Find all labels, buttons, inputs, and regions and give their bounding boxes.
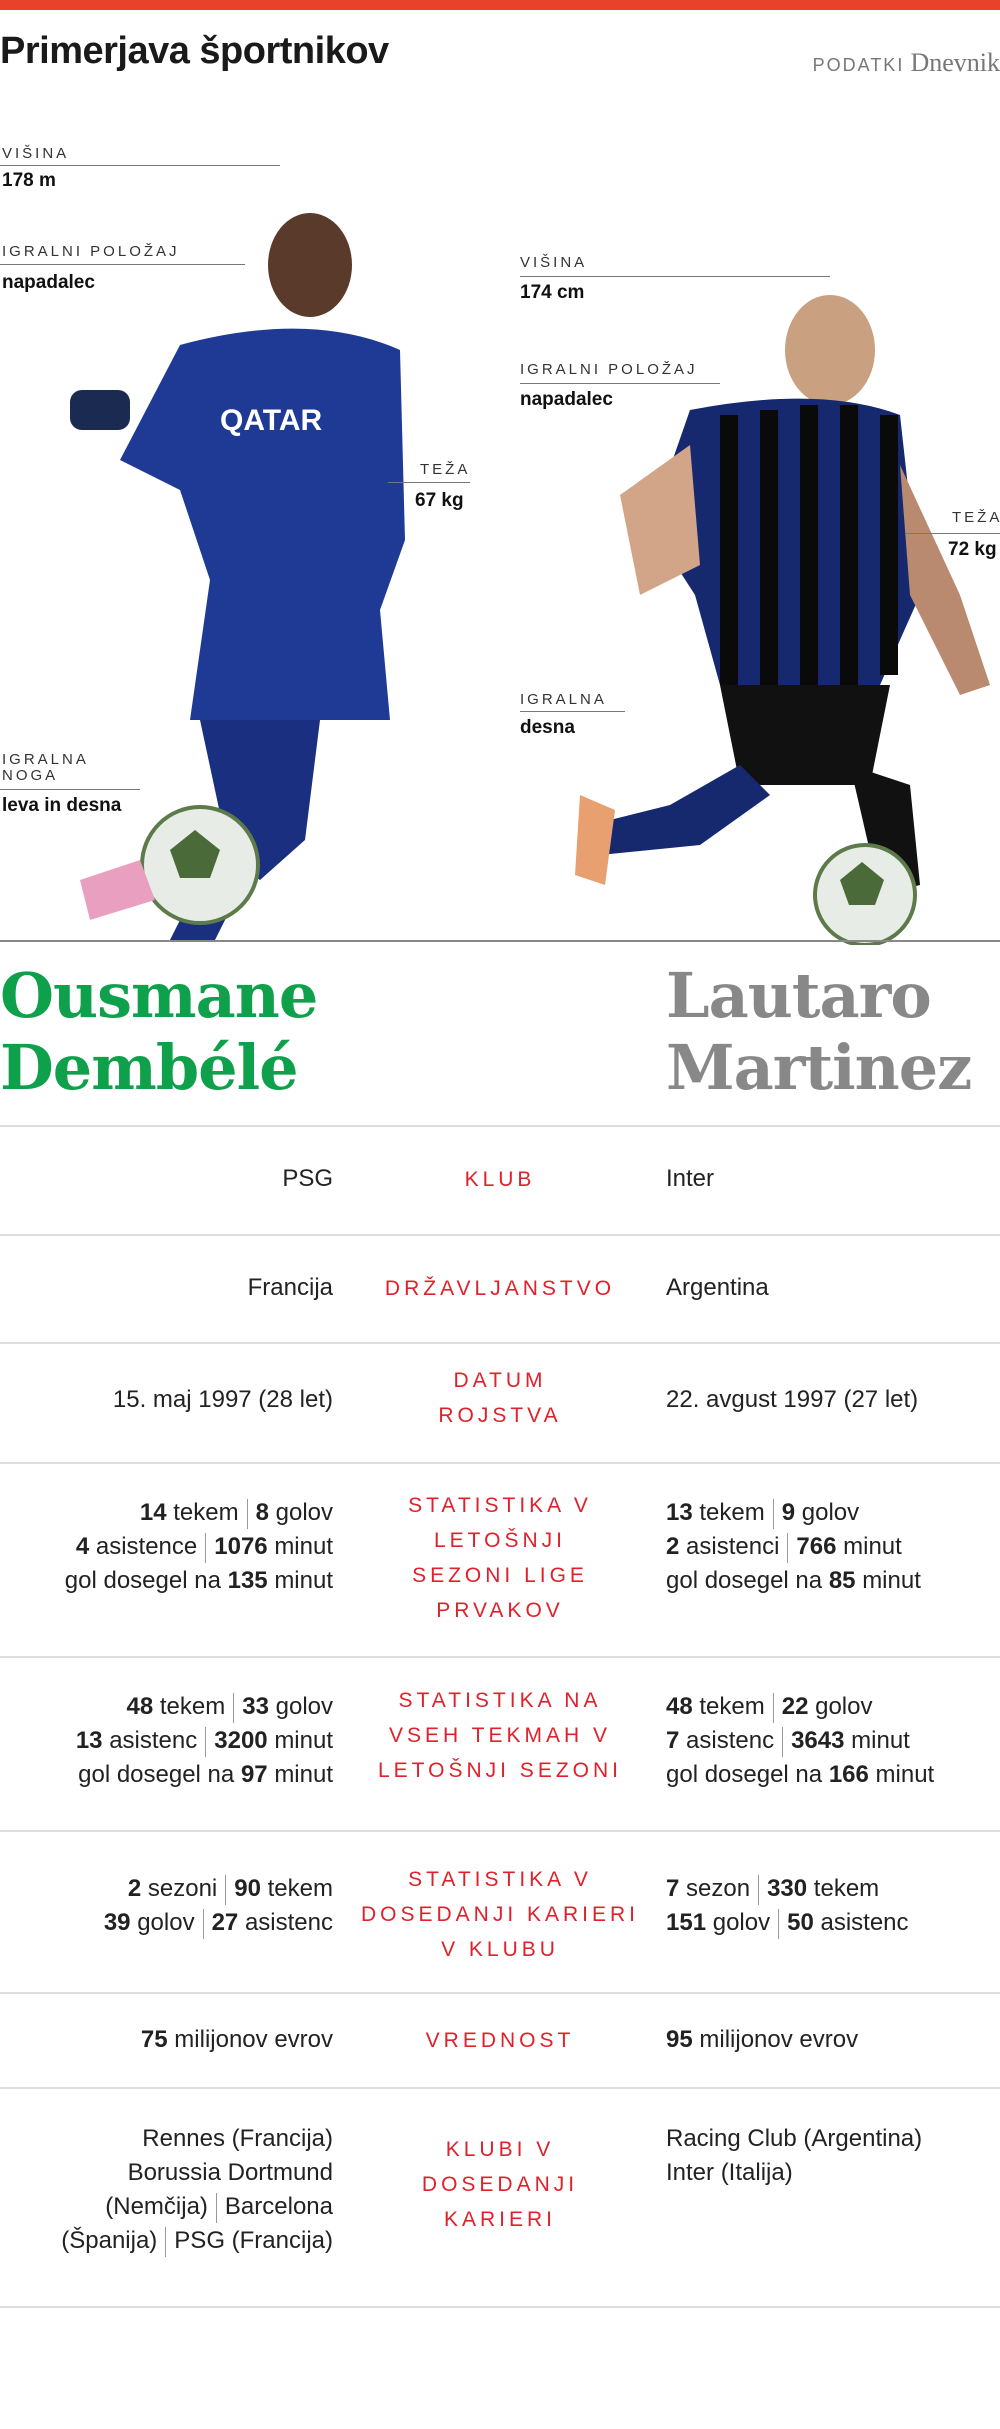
source-label: PODATKI bbox=[812, 55, 905, 75]
right-player-name: Lautaro Martinez bbox=[666, 959, 972, 1104]
left-position-label: IGRALNI POLOŽAJ bbox=[2, 243, 180, 260]
label-club: KLUB bbox=[464, 1168, 536, 1191]
right-weight-line bbox=[905, 533, 1000, 534]
left-height-label: VIŠINA bbox=[2, 145, 70, 162]
right-ucl-stats: 13 tekem 9 golov 2 asistenci 766 minut gol… bbox=[666, 1498, 921, 1594]
right-position-label: IGRALNI POLOŽAJ bbox=[520, 361, 698, 378]
left-first-name: Ousmane bbox=[0, 959, 318, 1032]
left-weight-label: TEŽA bbox=[420, 461, 471, 478]
left-player-photo: QATAR bbox=[70, 213, 405, 940]
right-club-career: 7 sezon 330 tekem 151 golov 50 asistenc bbox=[666, 1872, 1000, 1940]
source-credit: PODATKI Dnevnik bbox=[813, 48, 1000, 78]
right-foot-line bbox=[520, 711, 625, 712]
left-weight-value: 67 kg bbox=[415, 490, 464, 511]
right-height-value: 174 cm bbox=[520, 282, 585, 303]
right-position-value: napadalec bbox=[520, 389, 613, 410]
right-club: Inter bbox=[666, 1165, 715, 1192]
right-weight-label: TEŽA bbox=[952, 509, 1000, 526]
label-career-clubs: KLUBI V DOSEDANJI KARIERI bbox=[421, 2138, 579, 2231]
label-value: VREDNOST bbox=[425, 2029, 575, 2052]
label-nationality: DRŽAVLJANSTVO bbox=[384, 1277, 616, 1300]
left-birthdate: 15. maj 1997 (28 let) bbox=[112, 1386, 333, 1413]
right-last-name: Martinez bbox=[666, 1031, 972, 1104]
right-career-clubs: Racing Club (Argentina) Inter (Italija) bbox=[666, 2125, 923, 2186]
left-height-value: 178 m bbox=[2, 170, 56, 191]
right-height-line bbox=[520, 276, 830, 277]
right-nationality: Argentina bbox=[666, 1274, 769, 1301]
left-position-value: napadalec bbox=[2, 272, 95, 293]
left-nationality: Francija bbox=[247, 1274, 333, 1301]
row-divider bbox=[0, 1830, 1000, 1832]
left-player-name: Ousmane Dembélé bbox=[0, 959, 318, 1104]
row-divider bbox=[0, 1992, 1000, 1994]
left-last-name: Dembélé bbox=[0, 1031, 299, 1104]
right-first-name: Lautaro bbox=[666, 959, 932, 1032]
left-foot-value: leva in desna bbox=[2, 795, 122, 816]
label-ucl-stats: STATISTIKA V LETOŠNJI SEZONI LIGE PRVAKO… bbox=[408, 1494, 592, 1622]
right-height-label: VIŠINA bbox=[520, 254, 588, 271]
right-foot-value: desna bbox=[520, 717, 575, 738]
left-season-stats: 48 tekem 33 golov 13 asistenc 3200 minut g… bbox=[75, 1692, 333, 1788]
label-birthdate: DATUM ROJSTVA bbox=[438, 1369, 562, 1427]
right-value: 95 milijonov evrov bbox=[666, 2026, 859, 2053]
label-season-stats: STATISTIKA NA VSEH TEKMAH V LETOŠNJI SEZ… bbox=[378, 1689, 622, 1782]
label-club-career: STATISTIKA V DOSEDANJI KARIERI V KLUBU bbox=[360, 1868, 640, 1961]
row-divider bbox=[0, 2087, 1000, 2089]
left-club-career: 2 sezoni 90 tekem 39 golov 27 asistenc bbox=[0, 1872, 333, 1940]
source-name: Dnevnik bbox=[910, 48, 1000, 77]
left-club: PSG bbox=[282, 1165, 333, 1192]
left-foot-line bbox=[0, 789, 140, 790]
left-weight-line bbox=[388, 482, 470, 483]
left-value: 75 milijonov evrov bbox=[140, 2026, 333, 2053]
row-divider bbox=[0, 1125, 1000, 1127]
row-divider bbox=[0, 1462, 1000, 1464]
left-foot-label-2: NOGA bbox=[2, 767, 59, 784]
row-divider bbox=[0, 2306, 1000, 2308]
row-divider bbox=[0, 1342, 1000, 1344]
right-birthdate: 22. avgust 1997 (27 let) bbox=[666, 1386, 919, 1413]
top-accent-bar bbox=[0, 0, 1000, 10]
left-height-line bbox=[0, 165, 280, 166]
right-foot-label: IGRALNA bbox=[520, 691, 607, 708]
right-player-photo bbox=[575, 295, 990, 945]
right-weight-value: 72 kg bbox=[948, 539, 997, 560]
left-ucl-stats: 14 tekem 8 golov 4 asistence 1076 minut go… bbox=[64, 1498, 333, 1594]
page-title: Primerjava športnikov bbox=[0, 30, 389, 72]
right-season-stats: 48 tekem 22 golov 7 asistenc 3643 minut go… bbox=[666, 1692, 935, 1788]
row-divider bbox=[0, 1234, 1000, 1236]
left-foot-label-1: IGRALNA bbox=[2, 751, 89, 768]
section-divider bbox=[0, 940, 1000, 942]
row-divider bbox=[0, 1656, 1000, 1658]
svg-text:QATAR: QATAR bbox=[220, 404, 323, 437]
right-position-line bbox=[520, 383, 720, 384]
left-position-line bbox=[0, 264, 245, 265]
left-career-clubs: Rennes (Francija) Borussia Dortmund (Nem… bbox=[0, 2122, 333, 2258]
